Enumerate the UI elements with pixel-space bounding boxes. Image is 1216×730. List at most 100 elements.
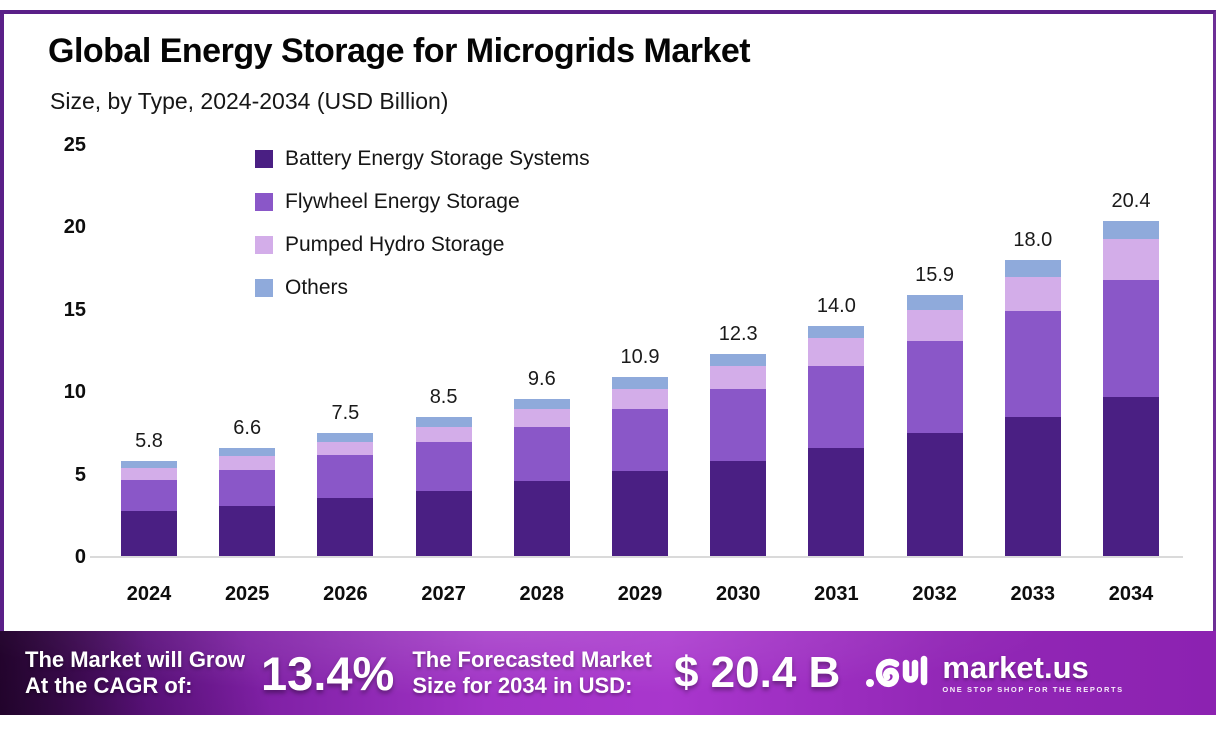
brand-logo: market.us ONE STOP SHOP FOR THE REPORTS xyxy=(866,650,1123,696)
bar-total-label: 12.3 xyxy=(718,323,758,346)
bar-segment xyxy=(317,454,374,498)
bar-segment xyxy=(121,461,177,468)
y-axis-tick: 10 xyxy=(63,381,86,404)
bar-segment xyxy=(710,354,767,366)
bar-segment xyxy=(121,479,177,511)
bar-total-label: 5.8 xyxy=(135,430,163,453)
bar-segment xyxy=(906,433,963,557)
x-axis-label: 2026 xyxy=(323,583,368,605)
y-axis-tick: 0 xyxy=(74,546,86,568)
cagr-label-line1: The Market will Grow xyxy=(25,647,246,673)
forecast-label-line2: Size for 2034 in USD: xyxy=(412,673,633,698)
x-axis-label: 2027 xyxy=(421,583,466,605)
bar-total-label: 10.9 xyxy=(620,346,660,369)
x-axis-line xyxy=(90,556,1183,558)
bar-segment xyxy=(219,456,276,470)
bar-total-label: 18.0 xyxy=(1013,229,1053,252)
legend-item: Battery Energy Storage Systems xyxy=(255,146,590,171)
bar-segment xyxy=(121,468,177,480)
page-title: Global Energy Storage for Microgrids Mar… xyxy=(48,32,751,70)
legend-label: Battery Energy Storage Systems xyxy=(285,146,590,170)
bar-total-label: 7.5 xyxy=(331,402,360,425)
bar-segment xyxy=(612,377,668,389)
bar-segment xyxy=(1004,416,1061,557)
bar-total-label: 8.5 xyxy=(429,385,458,408)
brand-tagline: ONE STOP SHOP FOR THE REPORTS xyxy=(942,685,1124,695)
page-subtitle: Size, by Type, 2024-2034 (USD Billion) xyxy=(50,88,449,114)
bar-segment xyxy=(219,448,276,457)
legend-item: Others xyxy=(255,275,590,300)
bar-segment xyxy=(1004,276,1061,312)
bar-segment xyxy=(612,388,668,409)
bar-segment xyxy=(513,408,570,427)
y-axis-tick: 15 xyxy=(63,298,86,321)
legend-item: Flywheel Energy Storage xyxy=(255,189,590,214)
bar-segment xyxy=(121,510,177,557)
bar-segment xyxy=(1103,397,1159,557)
cagr-value: 13.4% xyxy=(261,646,395,700)
legend-swatch xyxy=(255,149,273,168)
bar-segment xyxy=(1004,260,1061,277)
x-axis-label: 2030 xyxy=(715,583,761,605)
y-axis-tick: 20 xyxy=(63,216,86,239)
bar-total-label: 14.0 xyxy=(816,295,856,318)
bar-segment xyxy=(906,341,963,434)
footer-banner: The Market will Grow At the CAGR of: 13.… xyxy=(0,631,1216,715)
bar-segment xyxy=(1103,280,1159,398)
marketus-logo-icon xyxy=(866,655,928,688)
bar-segment xyxy=(808,448,865,557)
bar-segment xyxy=(415,416,472,427)
bar-segment xyxy=(906,294,963,310)
cagr-label-line2: At the CAGR of: xyxy=(25,673,193,698)
bar-segment xyxy=(513,398,570,409)
bar-segment xyxy=(415,441,472,492)
bar-total-label: 20.4 xyxy=(1111,189,1151,212)
legend-item: Pumped Hydro Storage xyxy=(255,232,590,257)
forecast-label-line1: The Forecasted Market xyxy=(412,647,652,673)
bar-segment xyxy=(415,426,472,442)
x-axis-label: 2031 xyxy=(814,583,859,605)
brand-name: market.us xyxy=(942,650,1089,686)
bar-segment xyxy=(906,309,963,342)
x-axis-label: 2032 xyxy=(912,583,957,605)
forecast-value: $ 20.4 B xyxy=(673,648,841,697)
x-axis-label: 2028 xyxy=(519,583,565,605)
bar-segment xyxy=(612,408,668,472)
bar-total-label: 6.6 xyxy=(233,417,262,440)
bar-segment xyxy=(415,491,472,557)
bar-segment xyxy=(808,326,865,338)
y-axis-tick: 25 xyxy=(63,134,86,156)
bar-segment xyxy=(710,388,767,462)
chart-legend: Battery Energy Storage Systems Flywheel E… xyxy=(255,146,590,318)
bar-segment xyxy=(219,469,276,506)
bar-segment xyxy=(513,481,570,557)
x-axis-label: 2025 xyxy=(224,583,270,605)
x-axis-label: 2034 xyxy=(1108,583,1154,605)
legend-swatch xyxy=(255,192,273,211)
bar-segment xyxy=(317,433,374,442)
bar-segment xyxy=(219,505,276,557)
bar-segment xyxy=(710,365,767,389)
bar-total-label: 9.6 xyxy=(527,367,556,390)
legend-swatch xyxy=(255,235,273,254)
bar-segment xyxy=(1103,220,1159,239)
bar-total-label: 15.9 xyxy=(915,263,955,286)
x-axis-label: 2029 xyxy=(617,583,663,605)
y-axis-tick: 5 xyxy=(74,463,86,486)
forecast-label: The Forecasted Market Size for 2034 in U… xyxy=(412,647,652,699)
legend-label: Flywheel Energy Storage xyxy=(285,189,520,213)
legend-label: Others xyxy=(285,275,349,299)
brand-text: market.us ONE STOP SHOP FOR THE REPORTS xyxy=(942,652,1123,694)
bar-segment xyxy=(808,365,865,449)
bar-segment xyxy=(1004,311,1061,417)
bar-segment xyxy=(808,337,865,366)
bar-segment xyxy=(317,441,374,455)
bar-segment xyxy=(612,471,668,557)
x-axis-label: 2024 xyxy=(126,583,172,605)
bar-segment xyxy=(710,461,767,557)
bar-segment xyxy=(513,426,570,482)
bar-segment xyxy=(317,497,374,557)
legend-label: Pumped Hydro Storage xyxy=(285,232,505,256)
legend-swatch xyxy=(255,278,273,297)
